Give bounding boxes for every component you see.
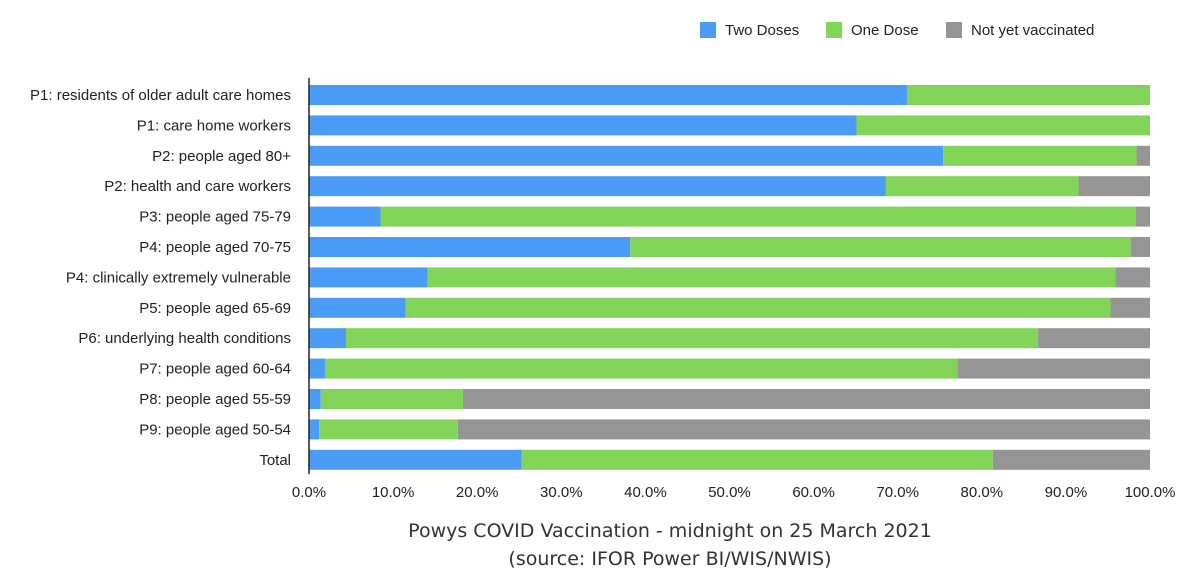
x-tick-label: 100.0% [1125,484,1176,501]
bar-segment-not-yet-vaccinated [1130,237,1150,257]
category-label: P2: people aged 80+ [152,148,291,165]
category-label: Total [259,452,291,469]
bar-segment-not-yet-vaccinated [1115,267,1150,288]
category-label: P6: underlying health conditions [78,330,291,347]
category-label: P7: people aged 60-64 [139,361,291,378]
bar-segment-not-yet-vaccinated [457,419,1150,440]
category-label: P3: people aged 75-79 [139,209,291,226]
bar-segment-one-dose [346,328,1039,349]
bar-segment-not-yet-vaccinated [462,389,1150,409]
bar-segment-one-dose [405,297,1111,318]
bar-segment-two-doses [309,237,631,257]
legend-swatch [700,22,716,38]
bar-segment-two-doses [309,297,406,318]
bar-segment-one-dose [320,389,463,409]
bar-segment-one-dose [324,358,958,379]
legend-swatch [946,22,962,38]
bar-segment-not-yet-vaccinated [1136,145,1150,166]
category-label: P1: residents of older adult care homes [30,87,291,104]
x-tick-label: 10.0% [372,484,415,501]
bar-segment-one-dose [630,237,1131,257]
legend-label: One Dose [851,22,919,39]
x-tick-label: 90.0% [1045,484,1088,501]
category-label: P4: people aged 70-75 [139,239,291,256]
bar-segment-not-yet-vaccinated [957,358,1150,379]
bar-segment-not-yet-vaccinated [1078,176,1150,197]
bar-segment-two-doses [309,267,428,288]
category-label: P9: people aged 50-54 [139,421,291,438]
x-tick-label: 70.0% [876,484,919,501]
legend-label: Not yet vaccinated [971,22,1094,39]
bar-segment-one-dose [427,267,1116,288]
bar-segment-two-doses [309,176,886,197]
chart-title: Powys COVID Vaccination - midnight on 25… [408,520,932,542]
bar-segment-two-doses [309,115,857,136]
bar-segment-two-doses [309,449,522,470]
x-tick-label: 40.0% [624,484,667,501]
category-label: P8: people aged 55-59 [139,391,291,408]
x-tick-label: 30.0% [540,484,583,501]
x-tick-label: 60.0% [792,484,835,501]
bars [309,85,1150,470]
x-tick-label: 0.0% [292,484,326,501]
bar-segment-one-dose [943,145,1137,166]
x-tick-label: 80.0% [961,484,1004,501]
bar-segment-two-doses [309,206,381,227]
legend-label: Two Doses [725,22,799,39]
category-label: P2: health and care workers [104,178,291,195]
bar-segment-one-dose [906,85,1150,105]
bar-segment-two-doses [309,145,944,166]
bar-segment-one-dose [319,419,458,440]
bar-segment-two-doses [309,389,321,409]
bar-segment-two-doses [309,85,907,105]
bar-segment-not-yet-vaccinated [1038,328,1150,349]
bar-segment-two-doses [309,328,347,349]
bar-segment-not-yet-vaccinated [992,449,1150,470]
x-axis-ticks: 0.0% 10.0% 20.0% 30.0% 40.0% 50.0% 60.0% 70.0% 8… [292,484,1176,501]
category-labels: P1: residents of older adult care homes P… [30,87,291,469]
bar-segment-two-doses [309,358,325,379]
bar-segment-one-dose [856,115,1150,136]
chart-subtitle: (source: IFOR Power BI/WIS/NWIS) [508,548,832,570]
category-label: P4: clinically extremely vulnerable [66,269,291,286]
legend: Two Doses One Dose Not yet vaccinated [700,22,1094,39]
category-label: P5: people aged 65-69 [139,300,291,317]
x-tick-label: 50.0% [708,484,751,501]
bar-segment-one-dose [885,176,1079,197]
bar-segment-one-dose [380,206,1136,227]
bar-segment-not-yet-vaccinated [1110,297,1150,318]
legend-swatch [826,22,842,38]
x-tick-label: 20.0% [456,484,499,501]
category-label: P1: care home workers [137,117,291,134]
bar-segment-two-doses [309,419,320,440]
bar-segment-one-dose [521,449,993,470]
bar-segment-not-yet-vaccinated [1135,206,1150,227]
